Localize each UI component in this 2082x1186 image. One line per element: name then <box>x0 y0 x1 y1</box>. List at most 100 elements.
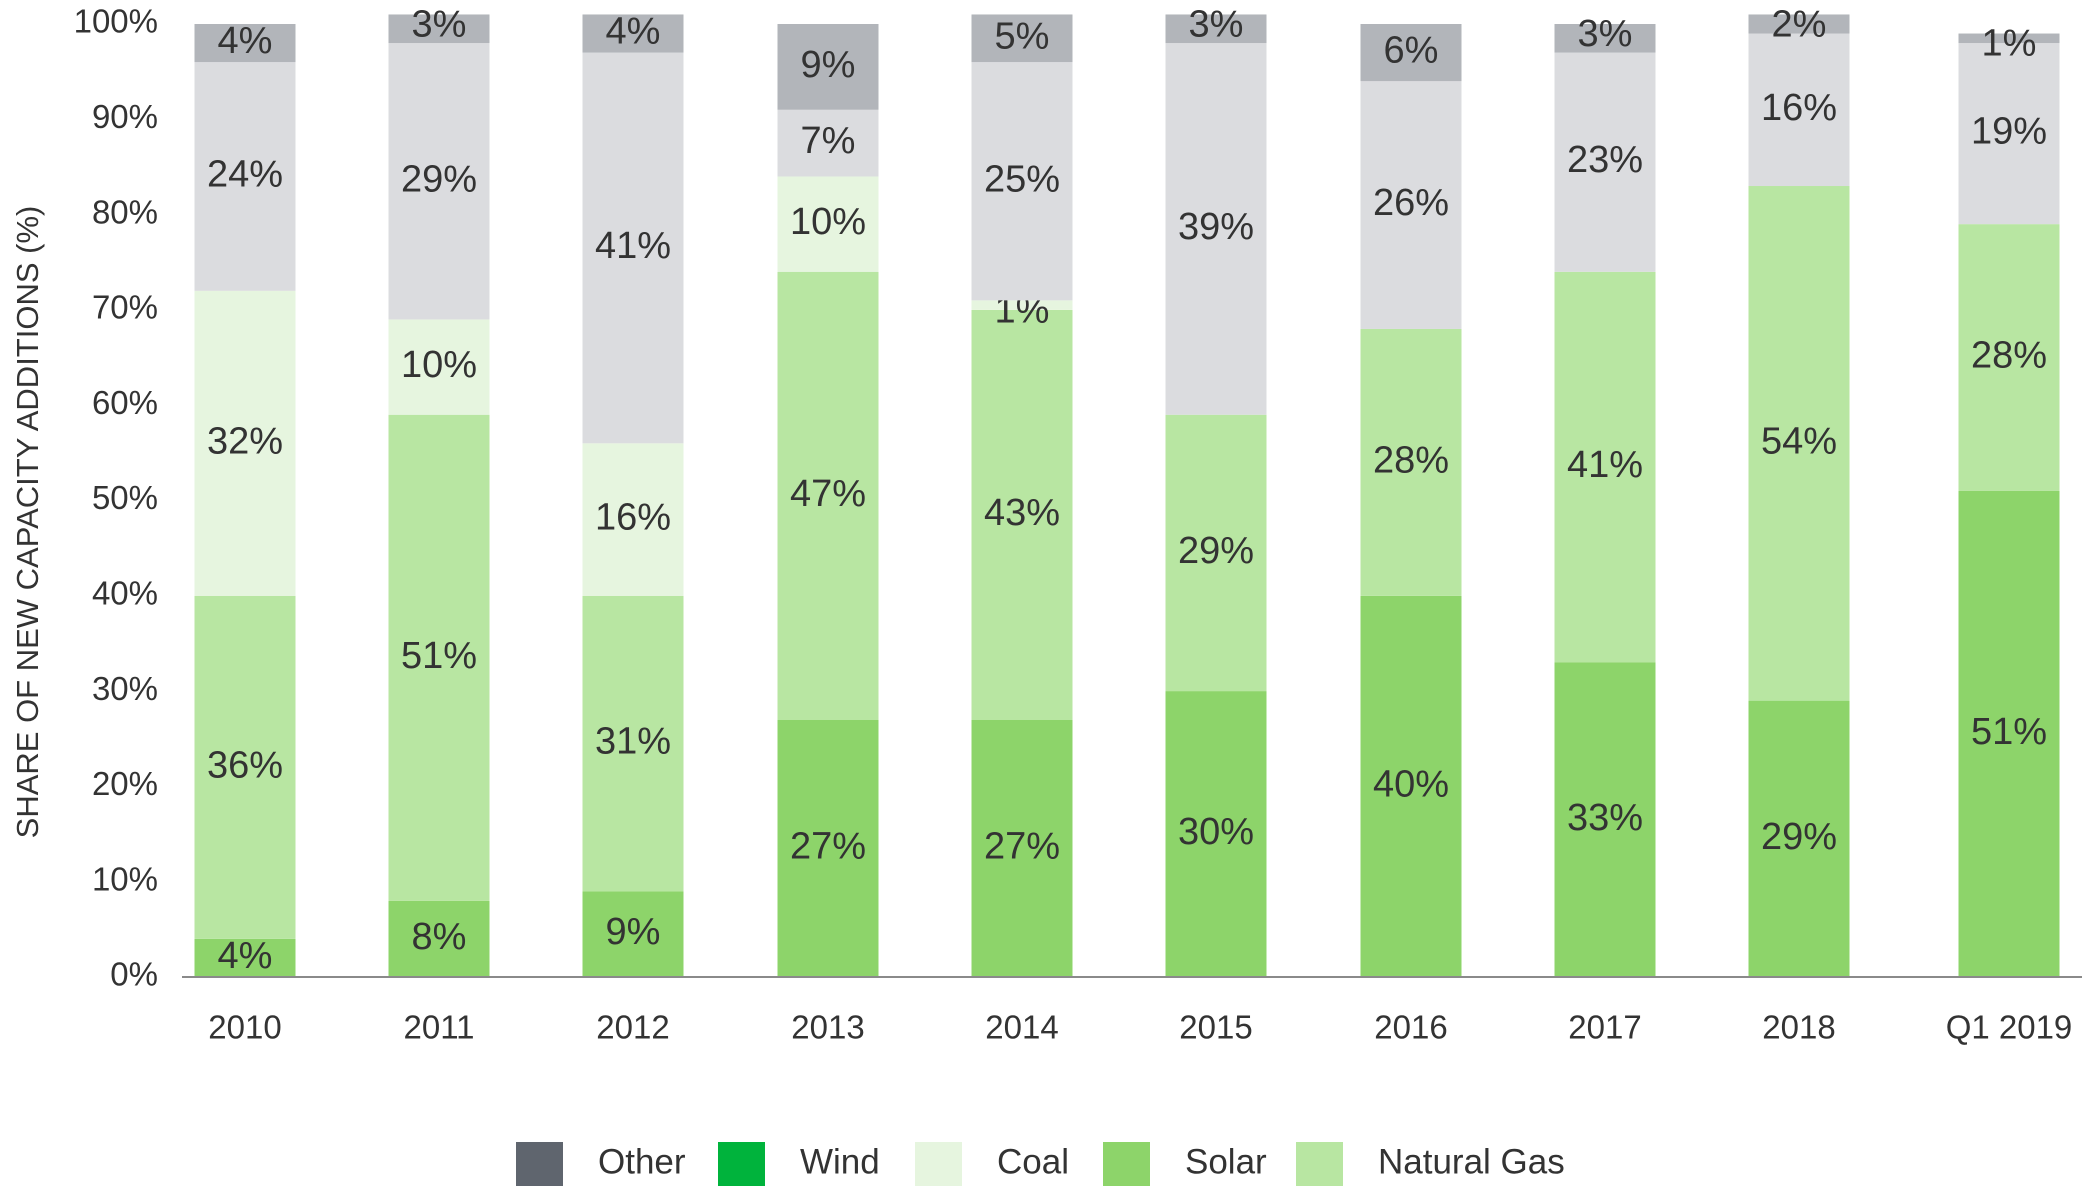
bar-segment <box>1360 328 1462 596</box>
legend-item: Solar <box>1103 1142 1267 1186</box>
data-label: 43% <box>984 492 1060 534</box>
legend-item: Wind <box>718 1142 880 1186</box>
data-label: 51% <box>1971 711 2047 753</box>
data-label: 3% <box>1189 4 1244 46</box>
legend: Other Wind Coal Solar Natural Gas <box>516 1142 1565 1186</box>
legend-label: Solar <box>1185 1142 1267 1181</box>
bar-stack: 33% 41% 23% 3% <box>1554 13 1656 977</box>
data-label: 10% <box>790 201 866 243</box>
data-label: 25% <box>984 158 1060 200</box>
y-tick-label: 100% <box>74 3 158 40</box>
data-label: 29% <box>1761 816 1837 858</box>
y-tick-label: 20% <box>92 765 158 802</box>
bar-segment <box>777 719 879 977</box>
bar-segment <box>388 900 490 977</box>
y-tick-label: 0% <box>110 956 158 993</box>
bar-segment <box>1554 52 1656 272</box>
bar-segment <box>1554 24 1656 53</box>
bar-stack: 4% 36% 32% 24% 4% <box>194 20 296 977</box>
x-tick-label: 2012 <box>596 1009 669 1046</box>
y-tick-label: 50% <box>92 479 158 516</box>
x-tick-label: Q1 2019 <box>1946 1009 2073 1046</box>
data-label: 4% <box>218 20 273 62</box>
legend-swatch <box>915 1142 962 1186</box>
x-tick-label: 2014 <box>985 1009 1058 1046</box>
data-label: 24% <box>207 154 283 196</box>
x-tick-label: 2011 <box>404 1009 475 1046</box>
x-tick-label: 2010 <box>208 1009 281 1046</box>
data-label: 4% <box>218 935 273 977</box>
bar-segment <box>388 414 490 901</box>
legend-swatch <box>1103 1142 1150 1186</box>
y-tick-label: 90% <box>92 98 158 135</box>
y-axis-ticks: 0% 10% 20% 30% 40% 50% 60% 70% 80% 90% 100% <box>74 3 158 993</box>
bar-segment <box>582 14 684 53</box>
data-label: 23% <box>1567 139 1643 181</box>
data-label: 41% <box>595 225 671 267</box>
bar-segment <box>777 271 879 720</box>
legend-label: Wind <box>800 1142 880 1181</box>
bar-segment <box>582 443 684 596</box>
bar-stack: 30% 29% 39% 3% <box>1165 4 1267 977</box>
bar-segment <box>194 24 296 63</box>
bar-stack: 8% 51% 10% 29% 3% <box>388 4 490 977</box>
data-label: 41% <box>1567 444 1643 486</box>
bar-segment <box>971 14 1073 63</box>
bars: 4% 36% 32% 24% 4% 8% 51% 10% 29% 3% 9% 31% 16% 41% 4% 2… <box>194 4 2060 977</box>
bar-segment <box>582 52 684 444</box>
data-label: 3% <box>1578 13 1633 55</box>
bar-segment <box>777 24 879 110</box>
bar-segment <box>194 938 296 977</box>
data-label: 30% <box>1178 811 1254 853</box>
bar-segment <box>1958 224 2060 491</box>
data-label: 29% <box>1178 530 1254 572</box>
bar-segment <box>194 595 296 939</box>
x-tick-label: 2015 <box>1179 1009 1252 1046</box>
y-tick-label: 30% <box>92 670 158 707</box>
x-tick-label: 2016 <box>1374 1009 1447 1046</box>
legend-swatch <box>718 1142 765 1186</box>
data-label: 10% <box>401 344 477 386</box>
data-label: 54% <box>1761 420 1837 462</box>
legend-item: Natural Gas <box>1296 1142 1565 1186</box>
data-label: 4% <box>606 11 661 53</box>
y-tick-label: 10% <box>92 860 158 897</box>
data-label: 27% <box>984 825 1060 867</box>
bar-segment <box>777 109 879 177</box>
data-label: 8% <box>412 916 467 958</box>
bar-segment <box>388 43 490 320</box>
data-label: 6% <box>1384 30 1439 72</box>
bar-segment <box>1748 14 1850 34</box>
bar-segment <box>1165 14 1267 44</box>
bar-stack: 51% 28% 19% 1% <box>1958 23 2060 977</box>
bar-segment <box>1554 271 1656 663</box>
data-label: 51% <box>401 635 477 677</box>
bar-segment <box>388 319 490 415</box>
data-label: 5% <box>995 15 1050 57</box>
bar-segment <box>1165 43 1267 415</box>
legend-swatch <box>516 1142 563 1186</box>
data-label: 19% <box>1971 111 2047 153</box>
data-label: 9% <box>606 911 661 953</box>
bar-segment <box>1958 490 2060 977</box>
y-tick-label: 60% <box>92 384 158 421</box>
bar-stack: 27% 47% 10% 7% 9% <box>777 24 879 977</box>
data-label: 3% <box>412 4 467 46</box>
y-axis-label: SHARE OF NEW CAPACITY ADDITIONS (%) <box>10 206 45 839</box>
bar-segment <box>777 176 879 272</box>
x-tick-label: 2018 <box>1762 1009 1835 1046</box>
data-label: 40% <box>1373 763 1449 805</box>
bar-segment <box>971 300 1073 310</box>
bar-segment <box>1554 662 1656 977</box>
data-label: 16% <box>595 497 671 539</box>
data-label: 47% <box>790 473 866 515</box>
bar-stack: 29% 54% 16% 2% <box>1748 4 1850 977</box>
y-tick-label: 40% <box>92 575 158 612</box>
bar-segment <box>1748 33 1850 187</box>
data-label: 28% <box>1373 439 1449 481</box>
bar-segment <box>971 62 1073 301</box>
bar-segment <box>194 290 296 596</box>
bar-segment <box>1360 595 1462 977</box>
data-label: 1% <box>1982 23 2037 65</box>
bar-segment <box>1748 186 1850 701</box>
